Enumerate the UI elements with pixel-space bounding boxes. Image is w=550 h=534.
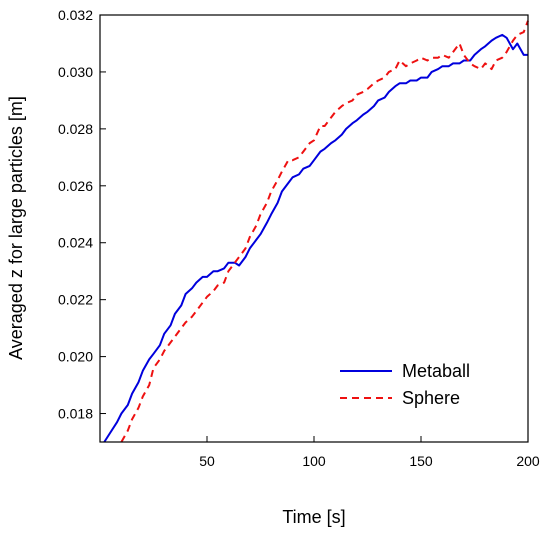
x-tick-label: 50	[199, 453, 215, 469]
y-tick-label: 0.022	[58, 292, 93, 308]
x-axis-title: Time [s]	[282, 507, 345, 527]
x-tick-label: 200	[516, 453, 540, 469]
y-tick-label: 0.020	[58, 349, 93, 365]
x-tick-label: 100	[302, 453, 326, 469]
legend: Metaball Sphere	[340, 361, 470, 408]
y-tick-label: 0.030	[58, 64, 93, 80]
series-layer	[103, 20, 529, 443]
x-tick-label: 150	[409, 453, 433, 469]
y-axis-title: Averaged z for large particles [m]	[6, 96, 26, 360]
y-tick-label: 0.032	[58, 7, 93, 23]
series-line-sphere	[120, 20, 529, 443]
legend-label-metaball: Metaball	[402, 361, 470, 381]
y-axis-ticks: 0.018 0.020 0.022 0.024 0.026 0.028 0.030 0.032	[58, 7, 106, 422]
y-tick-label: 0.024	[58, 235, 93, 251]
y-tick-label: 0.026	[58, 178, 93, 194]
y-tick-label: 0.028	[58, 121, 93, 137]
x-axis-ticks: 50 100 150 200	[199, 436, 540, 469]
legend-label-sphere: Sphere	[402, 388, 460, 408]
series-line-metaball	[103, 33, 528, 443]
y-tick-label: 0.018	[58, 406, 93, 422]
